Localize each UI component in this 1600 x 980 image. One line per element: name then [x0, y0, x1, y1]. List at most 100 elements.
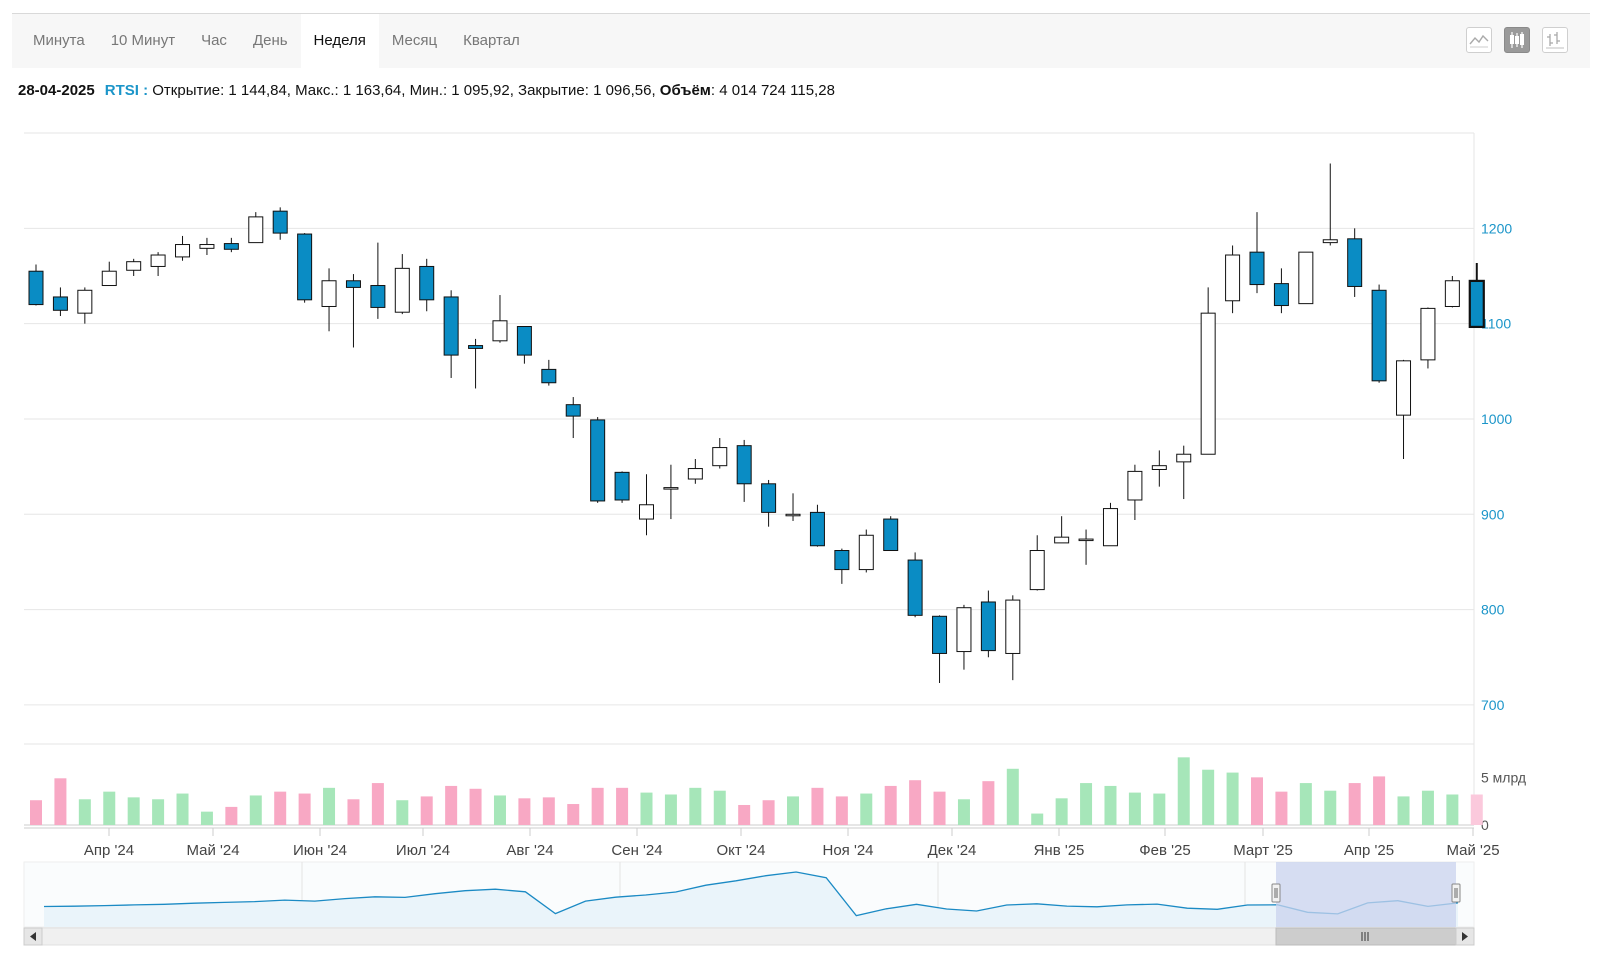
ohlc-chart-icon[interactable]	[1542, 27, 1568, 53]
volume-bar[interactable]	[909, 780, 922, 825]
tab-minute[interactable]: Минута	[33, 32, 85, 49]
volume-bar[interactable]	[469, 788, 482, 825]
volume-bar[interactable]	[1348, 783, 1361, 825]
tab-10-minutes[interactable]: 10 Минут	[110, 32, 176, 49]
volume-bar[interactable]	[1446, 794, 1459, 825]
volume-bar[interactable]	[323, 787, 336, 825]
candle[interactable]	[321, 268, 337, 332]
candle[interactable]	[1298, 251, 1314, 305]
candle[interactable]	[712, 438, 728, 469]
volume-bar[interactable]	[689, 787, 702, 825]
candle[interactable]	[736, 439, 752, 502]
candle[interactable]	[834, 548, 850, 584]
candle[interactable]	[1371, 284, 1387, 383]
volume-bar[interactable]	[1397, 796, 1410, 825]
volume-bar[interactable]	[982, 781, 995, 825]
candle[interactable]	[761, 479, 777, 527]
tab-quarter[interactable]: Квартал	[463, 32, 520, 49]
volume-bar[interactable]	[127, 797, 140, 825]
volume-bar[interactable]	[1153, 793, 1166, 825]
candle[interactable]	[1005, 595, 1021, 681]
volume-bar[interactable]	[1470, 794, 1483, 825]
volume-bar[interactable]	[1055, 798, 1068, 825]
volume-bar[interactable]	[713, 790, 726, 825]
volume-bar[interactable]	[78, 799, 91, 825]
volume-bar[interactable]	[225, 806, 238, 825]
candle[interactable]	[639, 474, 654, 536]
line-chart-icon[interactable]	[1466, 27, 1492, 53]
volume-bar[interactable]	[1251, 777, 1263, 825]
volume-bar[interactable]	[738, 804, 751, 825]
candle[interactable]	[565, 397, 581, 439]
volume-bar[interactable]	[30, 800, 42, 825]
volume-bar[interactable]	[787, 796, 800, 825]
candle[interactable]	[932, 615, 948, 684]
candle[interactable]	[199, 237, 215, 256]
volume-bar[interactable]	[54, 778, 67, 825]
candle[interactable]	[443, 290, 459, 378]
volume-bar[interactable]	[518, 798, 531, 825]
candle[interactable]	[28, 264, 44, 306]
candle[interactable]	[858, 529, 874, 573]
volume-bar[interactable]	[200, 811, 213, 825]
volume-bar[interactable]	[249, 795, 262, 825]
volume-bar[interactable]	[1421, 790, 1434, 825]
volume-bar[interactable]	[640, 792, 653, 825]
volume-bar[interactable]	[347, 799, 360, 825]
volume-bar[interactable]	[933, 791, 946, 825]
volume-bar[interactable]	[860, 793, 873, 825]
tab-day[interactable]: День	[252, 32, 288, 49]
volume-bar[interactable]	[1104, 785, 1117, 825]
candle[interactable]	[101, 261, 117, 287]
volume-bar[interactable]	[1373, 776, 1386, 825]
volume-bar[interactable]	[445, 785, 458, 825]
volume-bar[interactable]	[1324, 790, 1337, 825]
candle[interactable]	[126, 258, 142, 276]
scrollbar[interactable]	[23, 927, 1475, 946]
candle[interactable]	[541, 359, 557, 386]
tab-month[interactable]: Месяц	[391, 32, 438, 49]
volume-bar[interactable]	[616, 787, 629, 825]
candle[interactable]	[1054, 516, 1070, 544]
scrollbar-track[interactable]	[23, 927, 1475, 946]
candle[interactable]	[1151, 450, 1167, 487]
candle[interactable]	[1200, 287, 1216, 455]
candle[interactable]	[150, 252, 166, 276]
candle[interactable]	[1127, 464, 1143, 521]
volume-bar[interactable]	[567, 804, 580, 825]
candle[interactable]	[345, 274, 361, 348]
navigator-handle[interactable]	[1451, 883, 1461, 903]
volume-bar[interactable]	[957, 799, 970, 825]
candle[interactable]	[590, 417, 606, 503]
candle[interactable]	[223, 237, 239, 253]
candle[interactable]	[1102, 502, 1118, 547]
volume-bar[interactable]	[1226, 772, 1239, 825]
candle[interactable]	[1273, 268, 1289, 314]
candle[interactable]	[77, 287, 93, 324]
candle[interactable]	[980, 590, 996, 658]
volume-bar[interactable]	[884, 785, 897, 825]
volume-bar[interactable]	[1031, 813, 1044, 825]
volume-bar[interactable]	[591, 787, 604, 825]
volume-bar[interactable]	[493, 795, 506, 825]
candle[interactable]	[614, 471, 630, 503]
candle[interactable]	[394, 254, 410, 315]
candle[interactable]	[297, 233, 313, 303]
candlestick-chart-icon[interactable]	[1504, 27, 1530, 53]
volume-bar[interactable]	[835, 796, 848, 825]
candle[interactable]	[687, 459, 703, 484]
candle[interactable]	[883, 516, 899, 552]
candle[interactable]	[52, 287, 68, 317]
candle[interactable]	[1444, 275, 1460, 308]
candle[interactable]	[419, 258, 435, 312]
candle[interactable]	[175, 235, 191, 261]
volume-bar[interactable]	[811, 787, 824, 825]
candle[interactable]	[1225, 245, 1241, 314]
volume-bar[interactable]	[298, 793, 311, 825]
candle[interactable]	[1322, 163, 1338, 246]
navigator[interactable]: 2018202020222024	[23, 861, 1475, 928]
volume-bar[interactable]	[371, 783, 384, 825]
candle[interactable]	[1420, 307, 1436, 369]
candle[interactable]	[492, 295, 508, 343]
candle[interactable]	[809, 504, 825, 547]
